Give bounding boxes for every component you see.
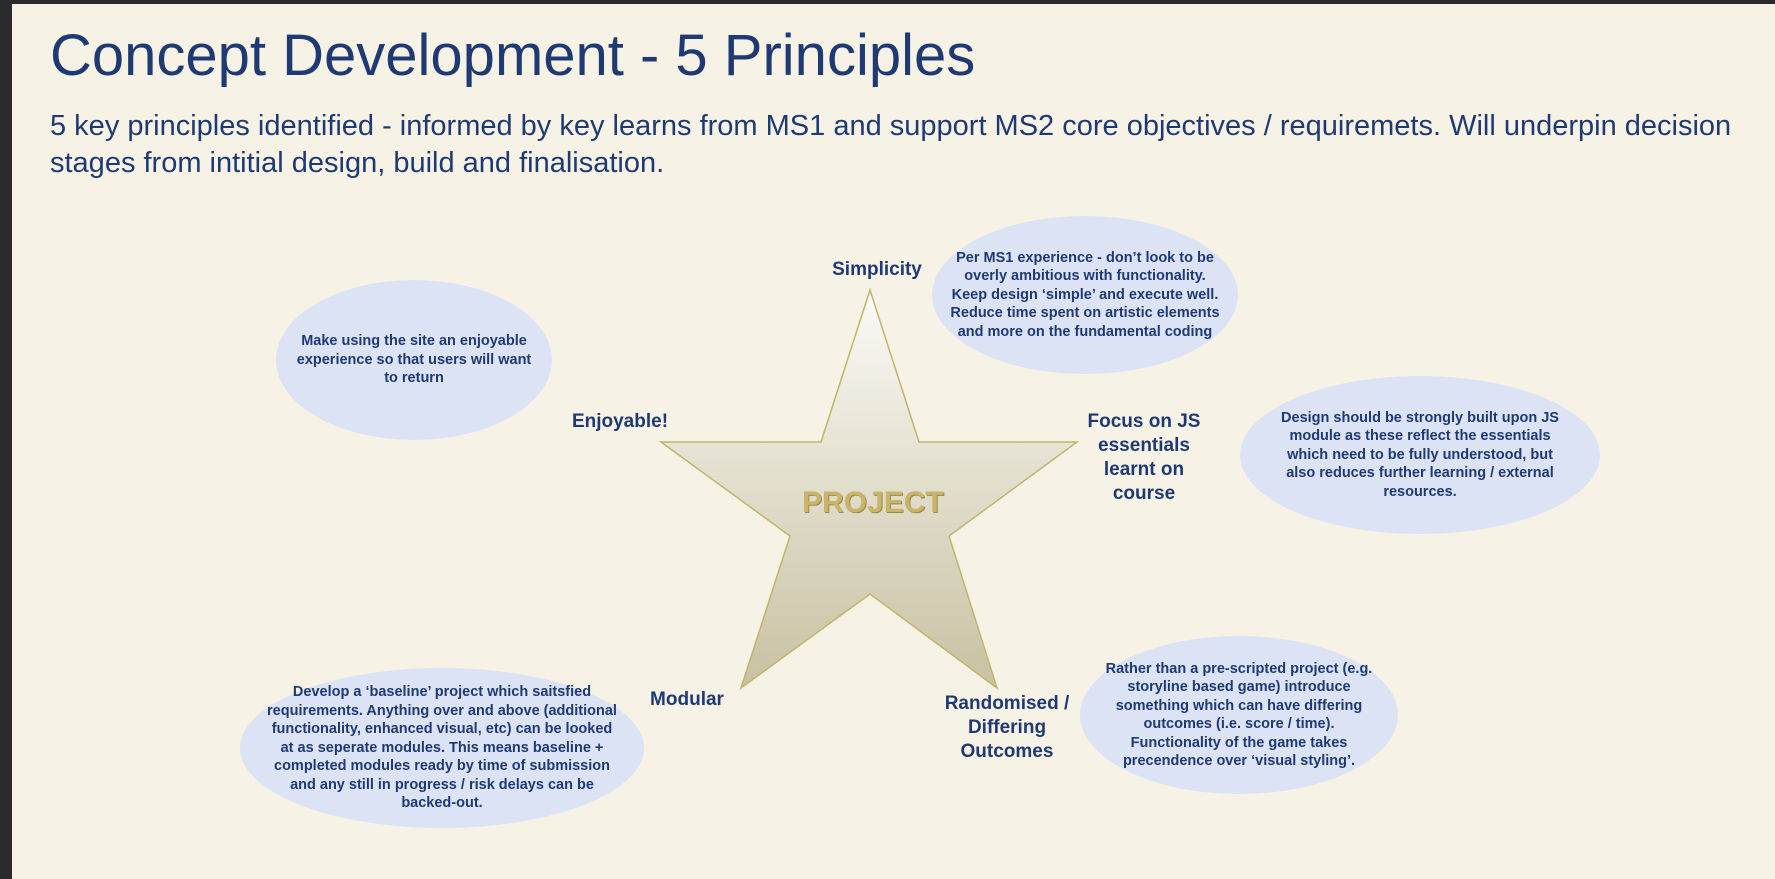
star-shape <box>658 287 1080 690</box>
principle-description-enjoyable: Make using the site an enjoyable experie… <box>296 333 532 387</box>
principle-bubble-modular: Develop a ‘baseline’ project which saits… <box>240 668 644 828</box>
principle-bubble-enjoyable: Make using the site an enjoyable experie… <box>276 280 552 440</box>
principle-description-focus-js: Design should be strongly built upon JS … <box>1281 409 1559 500</box>
principle-bubble-simplicity: Per MS1 experience - don’t look to be ov… <box>932 216 1238 374</box>
principle-label-enjoyable: Enjoyable! <box>571 411 669 432</box>
principle-description-modular: Develop a ‘baseline’ project which saits… <box>267 684 617 812</box>
project-label: PROJECT <box>802 486 944 519</box>
principle-label-focus-js: Focus on JS essentials learnt on course <box>1087 411 1201 504</box>
principle-description-randomised: Rather than a pre-scripted project (e.g.… <box>1105 660 1373 770</box>
slide-subtitle: 5 key principles identified - informed b… <box>50 110 1732 179</box>
principle-bubble-focus-js: Design should be strongly built upon JS … <box>1240 376 1600 534</box>
principle-label-simplicity: Simplicity <box>832 259 922 280</box>
principle-label-modular: Modular <box>650 689 724 710</box>
project-star <box>658 287 1080 690</box>
slide-title: Concept Development - 5 Principles <box>50 23 976 88</box>
slide: Concept Development - 5 Principles 5 key… <box>12 4 1775 879</box>
principle-bubble-randomised: Rather than a pre-scripted project (e.g.… <box>1080 636 1398 794</box>
principle-description-simplicity: Per MS1 experience - don’t look to be ov… <box>950 249 1220 340</box>
principle-label-randomised: Randomised / Differing Outcomes <box>944 693 1070 762</box>
